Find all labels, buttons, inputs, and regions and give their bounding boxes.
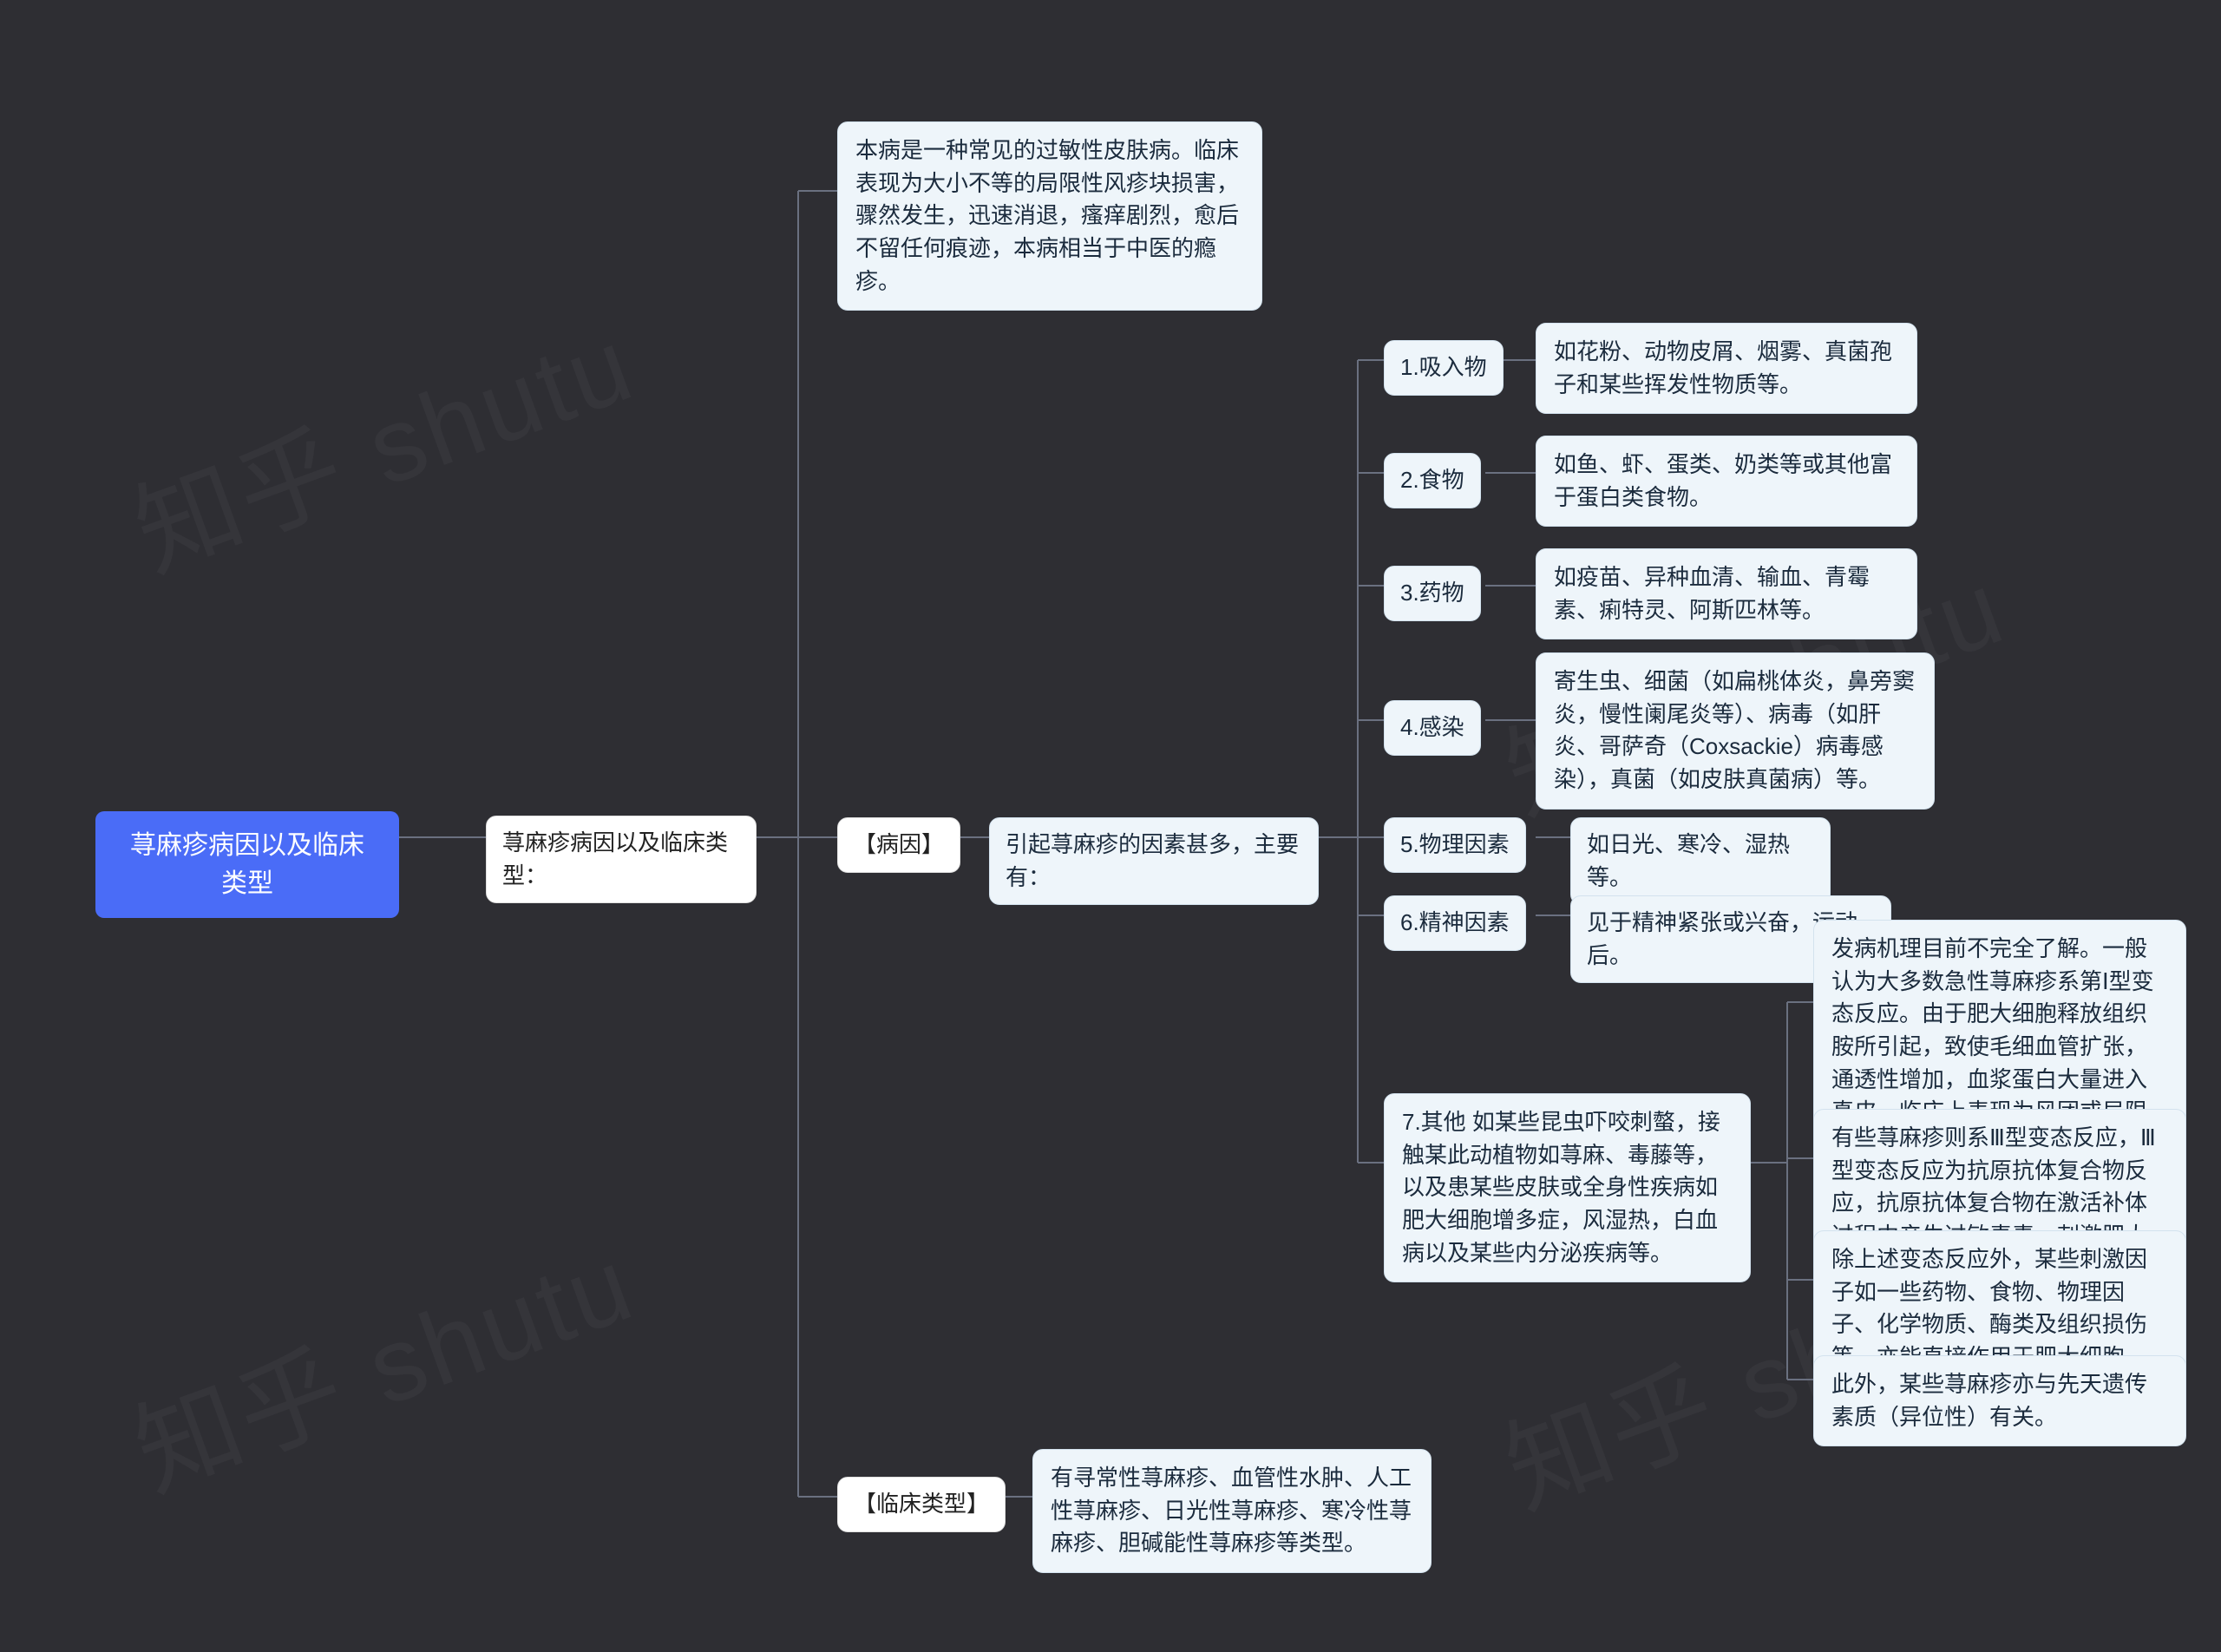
cause-5-label[interactable]: 5.物理因素 — [1384, 817, 1526, 873]
cause-label-node[interactable]: 【病因】 — [837, 817, 960, 873]
watermark: 知乎 shutu — [111, 280, 651, 600]
cause-4-text[interactable]: 寄生虫、细菌（如扁桃体炎，鼻旁窦炎，慢性阑尾炎等）、病毒（如肝炎、哥萨奇（Cox… — [1536, 652, 1935, 810]
root-node[interactable]: 荨麻疹病因以及临床类型 — [95, 811, 399, 918]
cause-7-detail-4[interactable]: 此外，某些荨麻疹亦与先天遗传素质（异位性）有关。 — [1813, 1355, 2186, 1446]
cause-1-label[interactable]: 1.吸入物 — [1384, 340, 1504, 396]
cause-3-text[interactable]: 如疫苗、异种血清、输血、青霉素、痢特灵、阿斯匹林等。 — [1536, 548, 1917, 639]
watermark: 知乎 shutu — [111, 1200, 651, 1519]
cause-6-label[interactable]: 6.精神因素 — [1384, 895, 1526, 951]
cause-3-label[interactable]: 3.药物 — [1384, 566, 1481, 621]
type-text-node[interactable]: 有寻常性荨麻疹、血管性水肿、人工性荨麻疹、日光性荨麻疹、寒冷性荨麻疹、胆碱能性荨… — [1032, 1449, 1432, 1573]
cause-4-label[interactable]: 4.感染 — [1384, 700, 1481, 756]
cause-1-text[interactable]: 如花粉、动物皮屑、烟雾、真菌孢子和某些挥发性物质等。 — [1536, 323, 1917, 414]
cause-2-label[interactable]: 2.食物 — [1384, 453, 1481, 508]
intro-node[interactable]: 本病是一种常见的过敏性皮肤病。临床表现为大小不等的局限性风疹块损害，骤然发生，迅… — [837, 121, 1262, 311]
cause-5-text[interactable]: 如日光、寒冷、湿热等。 — [1570, 817, 1831, 905]
mindmap-canvas: 知乎 shutu 知乎 shutu 知乎 shutu 知乎 shutu — [0, 0, 2221, 1652]
level1-node[interactable]: 荨麻疹病因以及临床类型： — [486, 816, 757, 903]
cause-text-node[interactable]: 引起荨麻疹的因素甚多，主要有： — [989, 817, 1319, 905]
cause-2-text[interactable]: 如鱼、虾、蛋类、奶类等或其他富于蛋白类食物。 — [1536, 436, 1917, 527]
cause-7-label[interactable]: 7.其他 如某些昆虫吓咬刺螫，接触某此动植物如荨麻、毒藤等，以及患某些皮肤或全身… — [1384, 1093, 1751, 1282]
type-label-node[interactable]: 【临床类型】 — [837, 1477, 1006, 1532]
